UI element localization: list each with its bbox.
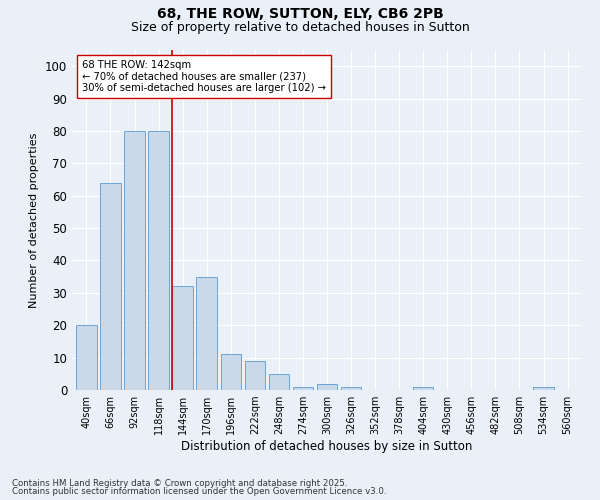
Bar bbox=[221, 354, 241, 390]
Y-axis label: Number of detached properties: Number of detached properties bbox=[29, 132, 40, 308]
Bar bbox=[317, 384, 337, 390]
Bar bbox=[533, 387, 554, 390]
Bar bbox=[148, 131, 169, 390]
Bar bbox=[245, 361, 265, 390]
Bar bbox=[76, 325, 97, 390]
Text: Contains public sector information licensed under the Open Government Licence v3: Contains public sector information licen… bbox=[12, 487, 386, 496]
Bar bbox=[293, 387, 313, 390]
Bar bbox=[124, 131, 145, 390]
Bar bbox=[413, 387, 433, 390]
Bar bbox=[341, 387, 361, 390]
Text: 68, THE ROW, SUTTON, ELY, CB6 2PB: 68, THE ROW, SUTTON, ELY, CB6 2PB bbox=[157, 8, 443, 22]
Text: Contains HM Land Registry data © Crown copyright and database right 2025.: Contains HM Land Registry data © Crown c… bbox=[12, 478, 347, 488]
Bar bbox=[172, 286, 193, 390]
Bar bbox=[196, 276, 217, 390]
Bar bbox=[100, 183, 121, 390]
Bar bbox=[269, 374, 289, 390]
Text: 68 THE ROW: 142sqm
← 70% of detached houses are smaller (237)
30% of semi-detach: 68 THE ROW: 142sqm ← 70% of detached hou… bbox=[82, 60, 326, 94]
Text: Size of property relative to detached houses in Sutton: Size of property relative to detached ho… bbox=[131, 21, 469, 34]
X-axis label: Distribution of detached houses by size in Sutton: Distribution of detached houses by size … bbox=[181, 440, 473, 453]
